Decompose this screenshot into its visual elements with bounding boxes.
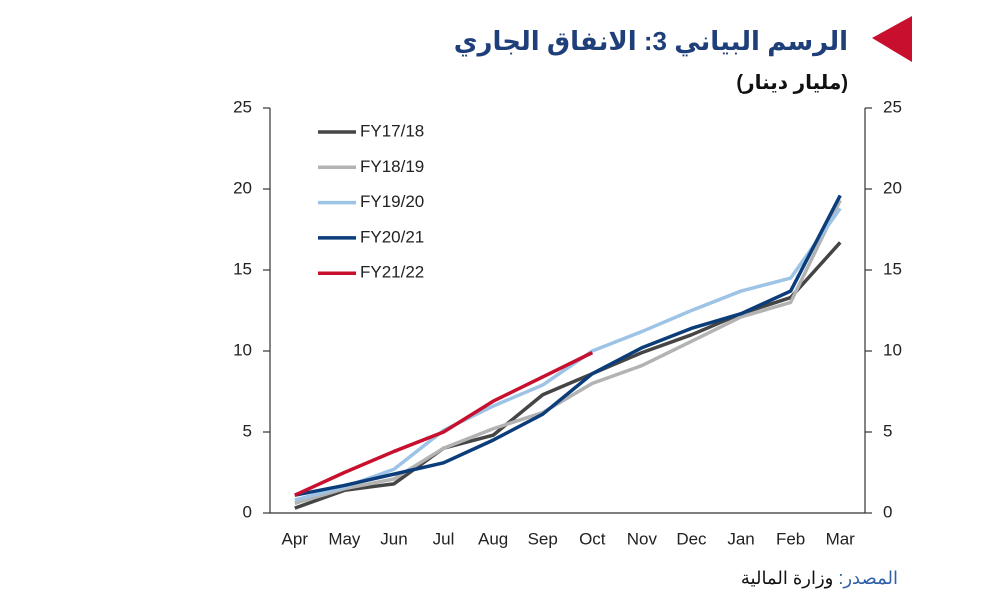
legend-label: FY21/22 — [360, 263, 424, 282]
x-tick-label: Feb — [776, 529, 805, 548]
chart-title: الرسم البياني 3: الانفاق الجاري — [453, 26, 848, 56]
x-tick-label: Jun — [380, 529, 407, 548]
source-note: المصدر: وزارة المالية — [741, 568, 898, 589]
y-tick-label: 15 — [233, 259, 252, 278]
y2-tick-label: 20 — [883, 178, 902, 197]
x-tick-label: Jan — [727, 529, 754, 548]
y-tick-label: 0 — [243, 502, 252, 521]
x-tick-label: Nov — [627, 529, 658, 548]
y-tick-label: 25 — [233, 97, 252, 116]
x-tick-label: Mar — [826, 529, 856, 548]
x-tick-label: Jul — [433, 529, 455, 548]
y2-tick-label: 25 — [883, 97, 902, 116]
x-tick-label: Aug — [478, 529, 508, 548]
source-text: وزارة المالية — [740, 568, 834, 588]
x-tick-label: May — [328, 529, 361, 548]
y2-tick-label: 10 — [883, 340, 902, 359]
y2-tick-label: 5 — [883, 421, 892, 440]
y-tick-label: 5 — [243, 421, 252, 440]
series-line — [294, 241, 842, 510]
source-label: المصدر: — [838, 568, 898, 588]
series-line — [294, 194, 842, 497]
title-marker — [872, 16, 912, 62]
x-tick-label: Apr — [282, 529, 309, 548]
series-line — [294, 207, 842, 502]
y-tick-label: 10 — [233, 340, 252, 359]
legend-label: FY19/20 — [360, 192, 424, 211]
series-line — [294, 351, 594, 497]
legend-label: FY18/19 — [360, 157, 424, 176]
y2-tick-label: 15 — [883, 259, 902, 278]
x-tick-label: Oct — [579, 529, 606, 548]
y-tick-label: 20 — [233, 178, 252, 197]
legend-label: FY20/21 — [360, 227, 424, 246]
chart-subtitle: (مليار دينار) — [736, 72, 848, 94]
y2-tick-label: 0 — [883, 502, 892, 521]
legend-label: FY17/18 — [360, 121, 424, 140]
series-line — [294, 199, 842, 505]
x-tick-label: Sep — [528, 529, 558, 548]
x-tick-label: Dec — [676, 529, 707, 548]
